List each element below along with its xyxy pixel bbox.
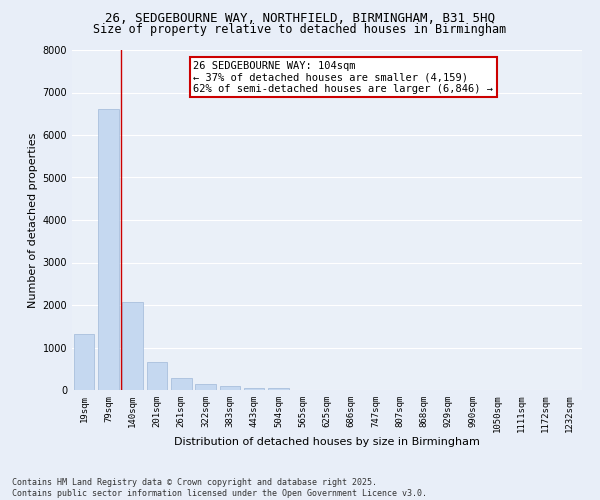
Bar <box>74 334 94 390</box>
Bar <box>195 384 216 390</box>
Bar <box>98 108 119 390</box>
Text: Contains HM Land Registry data © Crown copyright and database right 2025.
Contai: Contains HM Land Registry data © Crown c… <box>12 478 427 498</box>
Bar <box>146 362 167 390</box>
Y-axis label: Number of detached properties: Number of detached properties <box>28 132 38 308</box>
X-axis label: Distribution of detached houses by size in Birmingham: Distribution of detached houses by size … <box>174 436 480 446</box>
Bar <box>122 302 143 390</box>
Bar <box>268 388 289 390</box>
Text: Size of property relative to detached houses in Birmingham: Size of property relative to detached ho… <box>94 22 506 36</box>
Bar <box>244 388 265 390</box>
Text: 26 SEDGEBOURNE WAY: 104sqm
← 37% of detached houses are smaller (4,159)
62% of s: 26 SEDGEBOURNE WAY: 104sqm ← 37% of deta… <box>193 60 493 94</box>
Bar <box>220 386 240 390</box>
Text: 26, SEDGEBOURNE WAY, NORTHFIELD, BIRMINGHAM, B31 5HQ: 26, SEDGEBOURNE WAY, NORTHFIELD, BIRMING… <box>105 12 495 26</box>
Bar <box>171 378 191 390</box>
